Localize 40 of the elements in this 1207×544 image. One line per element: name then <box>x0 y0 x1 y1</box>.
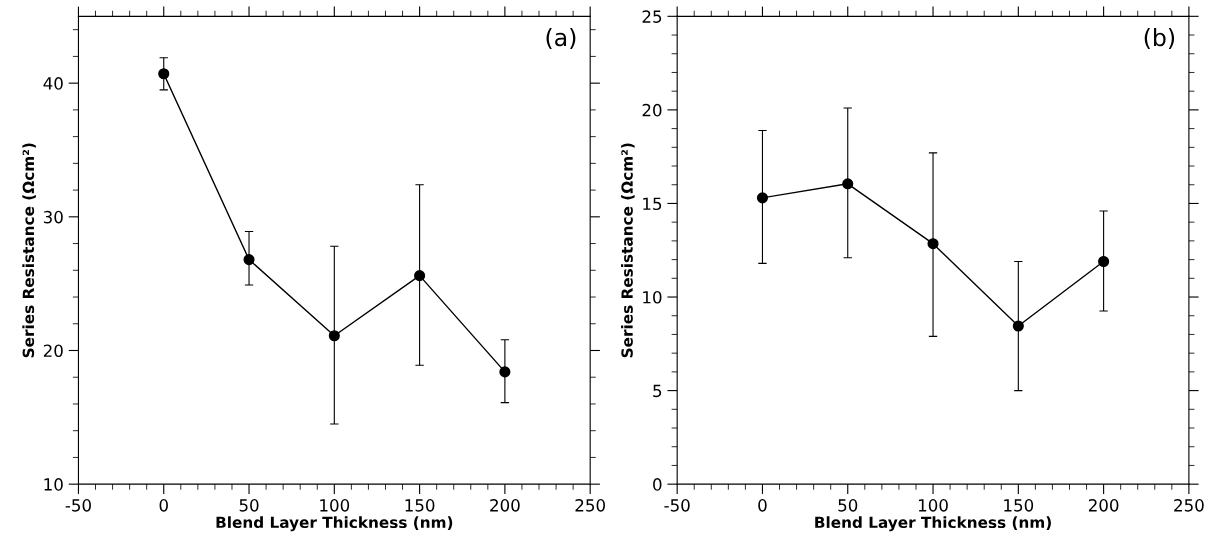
x-tick-label: 0 <box>159 499 168 512</box>
y-axis-title: Series Resistance (Ωcm²) <box>621 143 635 358</box>
y-tick-label: 10 <box>44 478 63 491</box>
point <box>1098 255 1110 268</box>
x-tick-label: 100 <box>918 499 948 512</box>
point <box>499 366 511 378</box>
y-tick-label: 0 <box>653 478 662 491</box>
y-tick-label: 20 <box>642 103 662 117</box>
x-tick-label: 0 <box>758 499 767 512</box>
y-tick-label: 5 <box>653 384 662 398</box>
x-tick-label: 150 <box>1004 499 1034 512</box>
x-axis-title: Blend Layer Thickness (nm) <box>815 516 1051 532</box>
y-tick-label: 20 <box>43 344 63 358</box>
x-tick-label: 50 <box>239 499 259 512</box>
y-tick-label: 40 <box>43 77 63 90</box>
x-tick-label: 50 <box>838 499 858 512</box>
point <box>328 330 340 342</box>
x-tick-label: -50 <box>664 499 690 512</box>
point <box>243 254 255 266</box>
y-tick-label: 30 <box>43 210 63 224</box>
point <box>158 68 170 80</box>
y-tick-label: 15 <box>643 197 662 211</box>
point <box>842 178 854 190</box>
x-tick-label: 200 <box>490 499 520 512</box>
x-tick-label: 200 <box>1088 499 1119 512</box>
y-tick-label: 10 <box>643 290 662 304</box>
y-tick-label: 25 <box>642 10 662 23</box>
point <box>1012 320 1024 332</box>
x-tick-label: -50 <box>65 499 91 512</box>
point <box>927 238 939 250</box>
annotation: (a) <box>546 28 576 50</box>
point <box>756 192 769 204</box>
x-axis-title: Blend Layer Thickness (nm) <box>216 516 453 532</box>
annotation: (b) <box>1144 28 1175 50</box>
x-tick-label: 100 <box>320 499 350 512</box>
x-tick-label: 250 <box>1174 499 1204 512</box>
point <box>414 270 426 282</box>
x-tick-label: 150 <box>405 499 435 512</box>
y-axis-title: Series Resistance (Ωcm²) <box>22 143 36 358</box>
x-tick-label: 250 <box>575 499 605 512</box>
